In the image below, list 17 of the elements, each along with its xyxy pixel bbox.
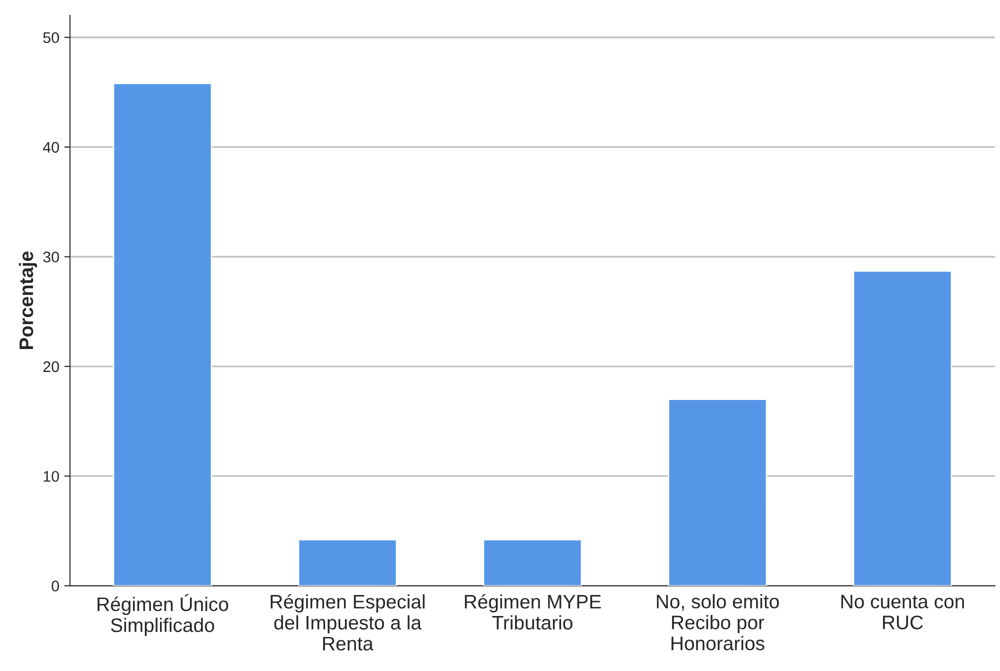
y-tick-label: 50 (43, 32, 59, 44)
x-tick-label: Régimen Único Simplificado (98, 594, 228, 636)
x-tick-label: No cuenta con RUC (841, 594, 964, 630)
y-tick-label: 0 (52, 580, 59, 592)
x-tick-label: Régimen MYPE Tributario (464, 594, 601, 630)
y-tick-label: 20 (43, 361, 59, 372)
bar (112, 82, 212, 586)
bar (852, 270, 952, 586)
bar (482, 539, 582, 586)
x-tick-label: Régimen Especial del Impuesto a la Renta (270, 594, 425, 651)
x-tick-label: No, solo emito Recibo por Honorarios (656, 594, 779, 650)
y-tick-label: 30 (43, 252, 59, 262)
y-tick-label: 10 (44, 470, 59, 482)
y-axis-title: Porcentaje (18, 252, 38, 350)
bar (298, 539, 398, 586)
bar (668, 398, 768, 586)
y-tick-label: 40 (42, 142, 59, 153)
